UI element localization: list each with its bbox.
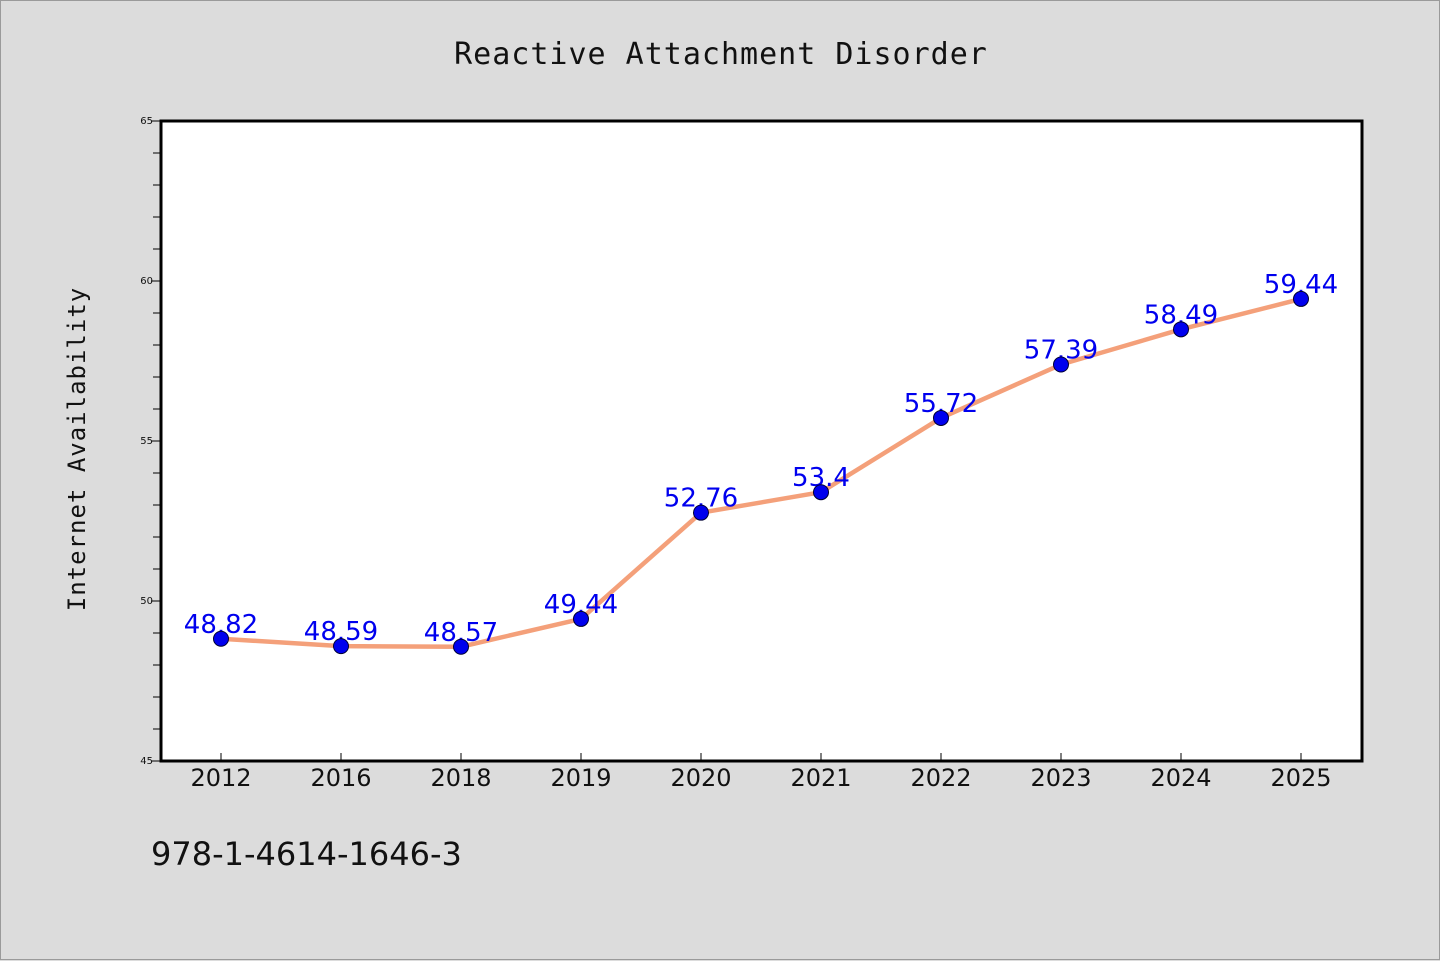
data-point	[453, 638, 469, 655]
x-tick-label: 2023	[1030, 764, 1091, 792]
series-layer: 48.82 48.59 48.5749.4452.7653.455.7257.395…	[184, 270, 1338, 655]
data-point	[1053, 356, 1069, 373]
data-point	[813, 484, 829, 501]
x-tick-label: 2025	[1270, 764, 1331, 792]
x-tick-label: 2020	[670, 764, 731, 792]
footnote-isbn: 978-1-4614-1646-3	[151, 835, 462, 873]
x-tick-label: 2019	[550, 764, 611, 792]
y-axis-label: Internet Availability	[63, 287, 91, 611]
y-tick-label: 60	[140, 276, 153, 287]
data-point	[1293, 290, 1309, 307]
chart-title: Reactive Attachment Disorder	[454, 37, 988, 72]
x-tick-label: 2021	[790, 764, 851, 792]
y-axis: 45 50 55 60 65	[140, 116, 161, 767]
x-axis: 2012 2016 2018 2019 2020 2021 2022 2023 2024 2025	[190, 753, 1332, 792]
x-tick-label: 2012	[190, 764, 251, 792]
data-point	[573, 610, 589, 627]
series-line	[218, 296, 1304, 650]
y-tick-label: 45	[140, 756, 153, 767]
x-tick-label: 2016	[310, 764, 371, 792]
plot-area	[159, 119, 1364, 763]
data-point	[213, 630, 229, 647]
data-point	[1173, 321, 1189, 338]
x-tick-label: 2022	[910, 764, 971, 792]
data-point	[693, 504, 709, 521]
y-tick-label: 50	[140, 596, 153, 607]
x-tick-label: 2018	[430, 764, 491, 792]
x-tick-label: 2024	[1150, 764, 1211, 792]
data-point	[933, 409, 949, 426]
y-tick-label: 65	[140, 116, 153, 127]
data-point	[333, 638, 349, 655]
y-tick-label: 55	[140, 436, 153, 447]
